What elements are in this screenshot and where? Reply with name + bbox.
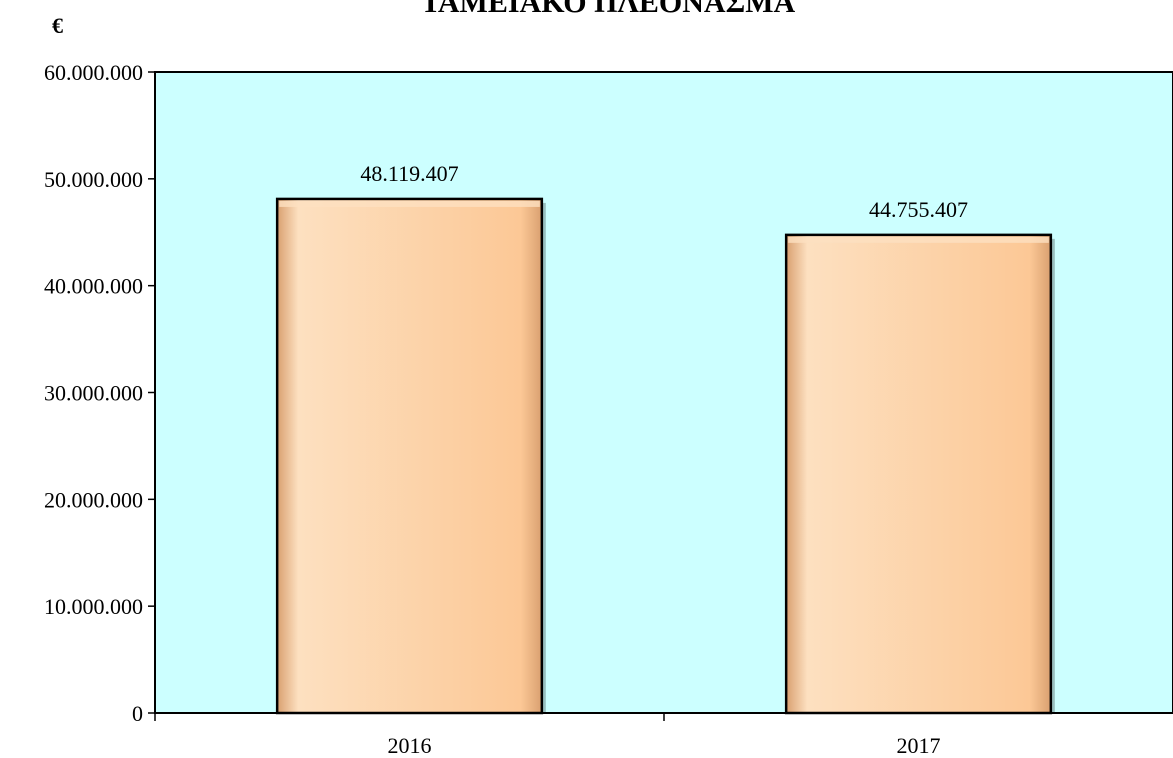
bars-group bbox=[275, 197, 1055, 715]
y-tick-label: 60.000.000 bbox=[44, 60, 143, 85]
y-unit-label: € bbox=[52, 13, 63, 38]
bar-2016 bbox=[275, 197, 544, 715]
y-tick-label: 30.000.000 bbox=[44, 381, 143, 406]
y-tick-label: 50.000.000 bbox=[44, 167, 143, 192]
y-tick-label: 10.000.000 bbox=[44, 594, 143, 619]
y-tick-label: 40.000.000 bbox=[44, 274, 143, 299]
y-tick-label: 20.000.000 bbox=[44, 487, 143, 512]
data-label-2017: 44.755.407 bbox=[869, 197, 968, 222]
labels-group: 0 10.000.000 20.000.000 30.000.000 40.000.00… bbox=[44, 60, 968, 758]
x-tick-label-2016: 2016 bbox=[388, 733, 432, 758]
x-tick-label-2017: 2017 bbox=[897, 733, 941, 758]
bar-2017 bbox=[784, 233, 1053, 715]
bar-bevel bbox=[279, 200, 540, 207]
data-label-2016: 48.119.407 bbox=[360, 161, 458, 186]
chart-title: ΤΑΜΕΙΑΚΟ ΠΛΕΟΝΑΣΜΑ bbox=[421, 0, 796, 19]
bar-bevel bbox=[788, 236, 1049, 243]
y-tick-label: 0 bbox=[132, 701, 143, 726]
